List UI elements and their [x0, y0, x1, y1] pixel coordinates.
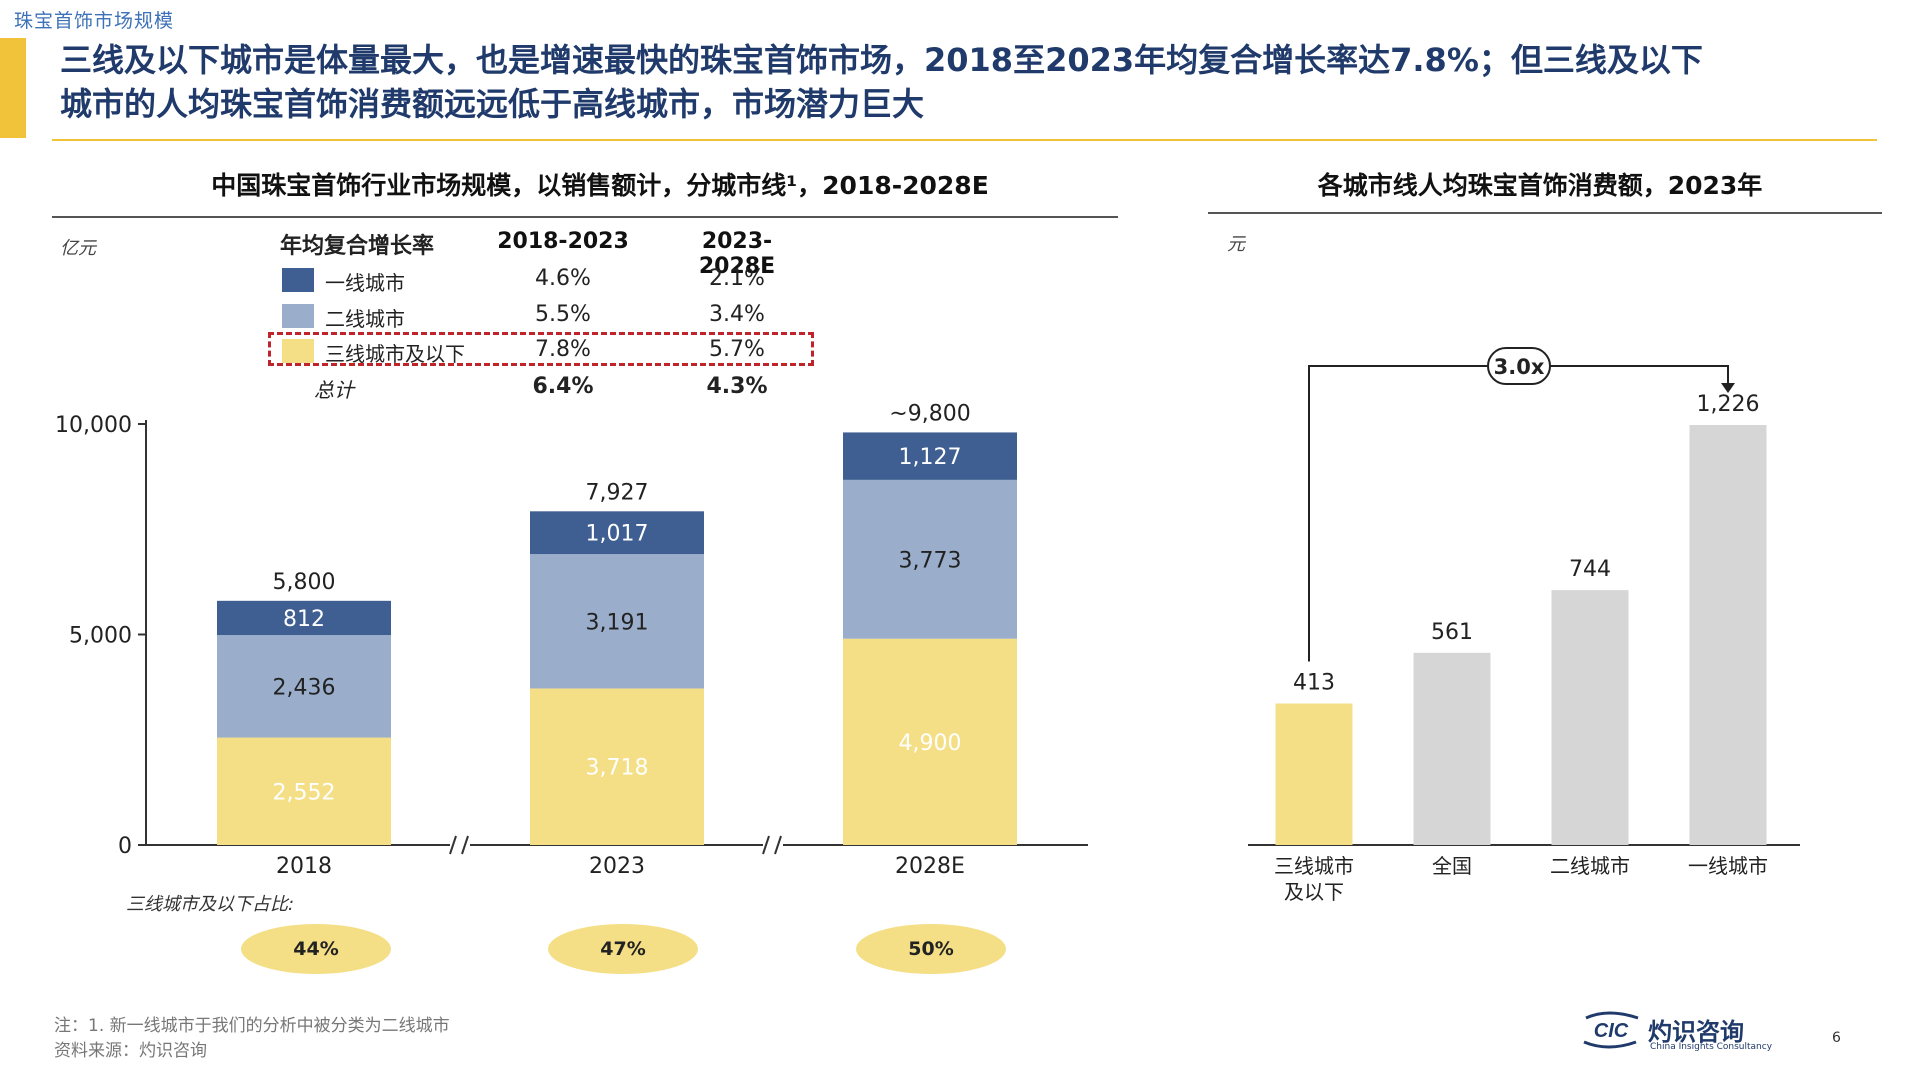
- page-title: 三线及以下城市是体量最大，也是增速最快的珠宝首饰市场，2018至2023年均复合…: [60, 38, 1880, 126]
- bar-total-label: 7,927: [586, 480, 649, 505]
- bar: [1413, 652, 1491, 845]
- right-axis-unit: 元: [1227, 234, 1247, 255]
- left-y-tick-label: 5,000: [69, 624, 132, 649]
- legend-label-tier2: 二线城市: [325, 307, 405, 331]
- page-title-line-1: 三线及以下城市是体量最大，也是增速最快的珠宝首饰市场，2018至2023年均复合…: [60, 41, 1703, 79]
- axis-break-mark: [449, 835, 457, 855]
- legend-swatch-tier1: [282, 268, 314, 292]
- share-2018: 44%: [241, 924, 391, 974]
- left-y-tick-label: 10,000: [55, 413, 132, 438]
- bar-segment: [217, 737, 391, 845]
- bar-value-label: 2,552: [273, 780, 336, 805]
- bar-value-label: 1,017: [586, 522, 649, 547]
- cagr-period-1: 2018-2023: [497, 229, 629, 254]
- comparison-arrowhead: [1721, 383, 1735, 393]
- cagr-period-2: 2023-2028E: [698, 229, 776, 279]
- right-chart-per-capita: 元 413 三线城市及以下 561 全国 744 二线城市 1,226 一线城市 3.0x: [1227, 234, 1800, 904]
- bar-segment: [843, 432, 1017, 480]
- legend-label-total: 总计: [314, 378, 354, 402]
- cagr-tier3-2018-2023: 7.8%: [535, 337, 591, 362]
- highlight-box: [268, 332, 814, 366]
- cagr-tier1-2023-2028: 2.1%: [709, 266, 765, 291]
- x-category-label: 全国: [1432, 854, 1472, 878]
- bar-segment: [530, 688, 704, 845]
- bar-value-label: 744: [1569, 557, 1611, 582]
- share-2023: 47%: [548, 924, 698, 974]
- left-axis-unit: 亿元: [60, 238, 98, 259]
- page-number: 6: [1832, 1030, 1841, 1046]
- cagr-tier2-2018-2023: 5.5%: [535, 302, 591, 327]
- bar-segment: [217, 600, 391, 636]
- bar-value-label: 3,718: [586, 756, 649, 781]
- share-2028: 50%: [856, 924, 1006, 974]
- left-chart-title-rule: [52, 216, 1118, 218]
- bar-value-label: 1,127: [899, 445, 962, 470]
- left-chart-market-size: 亿元 0 5,000 10,000 2,552 2,436 812 5,800 2018 3,71…: [55, 238, 1088, 879]
- bar: [1689, 425, 1767, 845]
- bar-value-label: 561: [1431, 620, 1473, 645]
- company-logo-cn: 灼识咨询: [1648, 1018, 1744, 1046]
- x-category-label: 三线城市: [1274, 854, 1354, 878]
- bar-total-label: 5,800: [273, 570, 336, 595]
- company-logo-mark: CIC: [1583, 1011, 1639, 1049]
- cagr-total-2023-2028: 4.3%: [706, 374, 768, 399]
- bar-total-label: ~9,800: [889, 401, 970, 426]
- legend-label-tier3: 三线城市及以下: [325, 342, 465, 366]
- multiplier-label: 3.0x: [1494, 355, 1545, 379]
- cagr-table-header: 年均复合增长率: [280, 234, 435, 259]
- bar-value-label: 1,226: [1697, 392, 1760, 417]
- axis-break-mark: [461, 835, 469, 855]
- title-divider: [52, 139, 1877, 141]
- legend-label-tier1: 一线城市: [325, 271, 405, 295]
- bar: [1551, 590, 1629, 845]
- svg-text:CIC: CIC: [1594, 1020, 1629, 1042]
- accent-bar: [0, 38, 26, 138]
- comparison-connector: [1308, 365, 1729, 662]
- bar-segment: [843, 479, 1017, 639]
- bar-segment: [530, 554, 704, 689]
- legend-swatch-tier3: [282, 339, 314, 363]
- x-category-label: 及以下: [1284, 880, 1344, 904]
- cagr-tier1-2018-2023: 4.6%: [535, 266, 591, 291]
- right-chart-title: 各城市线人均珠宝首饰消费额，2023年: [1317, 171, 1763, 200]
- bar-segment: [530, 511, 704, 555]
- x-category-label: 2028E: [895, 854, 965, 879]
- bar-segment: [217, 635, 391, 738]
- bar-value-label: 4,900: [899, 731, 962, 756]
- bar-value-label: 2,436: [273, 675, 336, 700]
- x-category-label: 二线城市: [1550, 854, 1630, 878]
- bar-value-label: 812: [283, 607, 325, 632]
- share-label: 三线城市及以下占比:: [126, 894, 295, 915]
- cagr-tier3-2023-2028: 5.7%: [709, 337, 765, 362]
- footnote-1: 注：1. 新一线城市于我们的分析中被分类为二线城市: [54, 1016, 450, 1036]
- left-chart-title: 中国珠宝首饰行业市场规模，以销售额计，分城市线¹，2018-2028E: [211, 171, 989, 200]
- x-category-label: 一线城市: [1688, 854, 1768, 878]
- bar: [1275, 703, 1353, 845]
- breadcrumb: 珠宝首饰市场规模: [14, 10, 175, 32]
- footnotes: 注：1. 新一线城市于我们的分析中被分类为二线城市 资料来源：灼识咨询: [54, 1014, 450, 1064]
- axis-break-mark: [762, 835, 770, 855]
- cagr-tier2-2023-2028: 3.4%: [709, 302, 765, 327]
- left-y-tick-label: 0: [118, 834, 132, 859]
- x-category-label: 2018: [276, 854, 332, 879]
- cagr-total-2018-2023: 6.4%: [532, 374, 594, 399]
- right-chart-title-rule: [1208, 212, 1882, 214]
- multiplier-badge: [1487, 347, 1551, 385]
- company-logo-en: China Insights Consultancy: [1650, 1042, 1773, 1052]
- axis-break-mark: [774, 835, 782, 855]
- source-note: 资料来源：灼识咨询: [54, 1041, 207, 1061]
- legend-swatch-tier2: [282, 304, 314, 328]
- page-title-line-2: 城市的人均珠宝首饰消费额远远低于高线城市，市场潜力巨大: [60, 85, 925, 123]
- bar-value-label: 3,773: [899, 548, 962, 573]
- bar-value-label: 413: [1293, 671, 1335, 696]
- bar-value-label: 3,191: [586, 610, 649, 635]
- bar-segment: [843, 638, 1017, 845]
- x-category-label: 2023: [589, 854, 645, 879]
